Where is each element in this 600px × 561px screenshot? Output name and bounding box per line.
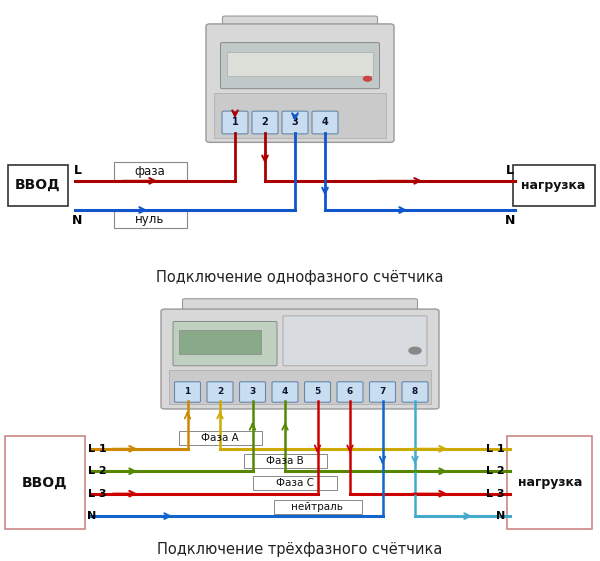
FancyBboxPatch shape (239, 381, 265, 402)
Text: 6: 6 (347, 387, 353, 396)
FancyBboxPatch shape (272, 381, 298, 402)
Circle shape (364, 76, 371, 81)
Text: N: N (496, 511, 505, 521)
Text: N: N (88, 511, 97, 521)
Text: N: N (505, 214, 515, 227)
FancyBboxPatch shape (179, 330, 261, 354)
FancyBboxPatch shape (8, 165, 67, 206)
Text: 3: 3 (292, 117, 298, 127)
Text: L 2: L 2 (487, 466, 505, 476)
Text: нагрузка: нагрузка (518, 476, 582, 489)
FancyBboxPatch shape (402, 381, 428, 402)
Text: L: L (74, 164, 82, 177)
FancyBboxPatch shape (179, 431, 262, 445)
FancyBboxPatch shape (169, 370, 431, 404)
Text: 2: 2 (262, 117, 268, 127)
Text: фаза: фаза (134, 165, 166, 178)
Text: ВВОД: ВВОД (14, 178, 61, 192)
Text: L 1: L 1 (88, 444, 106, 454)
Text: 4: 4 (282, 387, 288, 396)
Text: Подключение однофазного счётчика: Подключение однофазного счётчика (156, 270, 444, 284)
FancyBboxPatch shape (283, 316, 427, 366)
FancyBboxPatch shape (161, 309, 439, 409)
Text: 4: 4 (322, 117, 328, 127)
FancyBboxPatch shape (508, 436, 592, 528)
FancyBboxPatch shape (173, 321, 277, 366)
Text: Фаза В: Фаза В (266, 456, 304, 466)
FancyBboxPatch shape (113, 163, 187, 180)
Circle shape (409, 347, 421, 354)
FancyBboxPatch shape (214, 93, 386, 137)
Text: 1: 1 (184, 387, 191, 396)
Text: L: L (506, 164, 514, 177)
Text: 5: 5 (314, 387, 320, 396)
FancyBboxPatch shape (227, 52, 373, 76)
Text: Подключение трёхфазного счётчика: Подключение трёхфазного счётчика (157, 542, 443, 557)
FancyBboxPatch shape (312, 111, 338, 134)
FancyBboxPatch shape (222, 111, 248, 134)
Text: L 3: L 3 (487, 489, 505, 499)
FancyBboxPatch shape (206, 24, 394, 142)
FancyBboxPatch shape (113, 210, 187, 228)
FancyBboxPatch shape (175, 381, 200, 402)
Text: Фаза А: Фаза А (201, 433, 239, 443)
FancyBboxPatch shape (512, 165, 595, 206)
FancyBboxPatch shape (5, 436, 85, 528)
Text: нагрузка: нагрузка (521, 179, 586, 192)
FancyBboxPatch shape (223, 16, 377, 34)
FancyBboxPatch shape (182, 298, 418, 315)
Text: Фаза С: Фаза С (276, 478, 314, 488)
FancyBboxPatch shape (253, 476, 337, 490)
FancyBboxPatch shape (221, 43, 380, 89)
FancyBboxPatch shape (305, 381, 331, 402)
Text: 2: 2 (217, 387, 223, 396)
Text: нуль: нуль (136, 213, 164, 226)
FancyBboxPatch shape (274, 500, 361, 514)
FancyBboxPatch shape (282, 111, 308, 134)
FancyBboxPatch shape (207, 381, 233, 402)
FancyBboxPatch shape (337, 381, 363, 402)
FancyBboxPatch shape (244, 453, 326, 468)
FancyBboxPatch shape (370, 381, 395, 402)
Text: 3: 3 (250, 387, 256, 396)
Text: ВВОД: ВВОД (22, 476, 68, 489)
Text: L 2: L 2 (88, 466, 106, 476)
FancyBboxPatch shape (252, 111, 278, 134)
Text: L 3: L 3 (88, 489, 106, 499)
Text: 1: 1 (232, 117, 238, 127)
Text: L 1: L 1 (487, 444, 505, 454)
Text: N: N (73, 214, 83, 227)
Text: нейтраль: нейтраль (292, 502, 343, 512)
Text: 7: 7 (379, 387, 386, 396)
Text: 8: 8 (412, 387, 418, 396)
